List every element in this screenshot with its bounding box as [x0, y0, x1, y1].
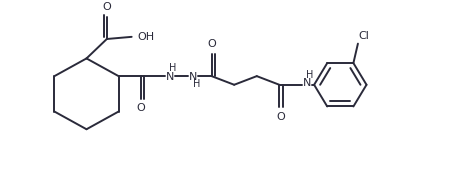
Text: N: N — [166, 72, 174, 82]
Text: N: N — [303, 78, 312, 88]
Text: O: O — [102, 2, 111, 12]
Text: OH: OH — [138, 32, 154, 42]
Text: H: H — [306, 70, 314, 80]
Text: H: H — [193, 79, 200, 89]
Text: N: N — [189, 72, 198, 82]
Text: O: O — [207, 39, 216, 49]
Text: H: H — [169, 63, 177, 73]
Text: O: O — [277, 112, 285, 122]
Text: Cl: Cl — [358, 31, 369, 41]
Text: O: O — [137, 103, 145, 113]
